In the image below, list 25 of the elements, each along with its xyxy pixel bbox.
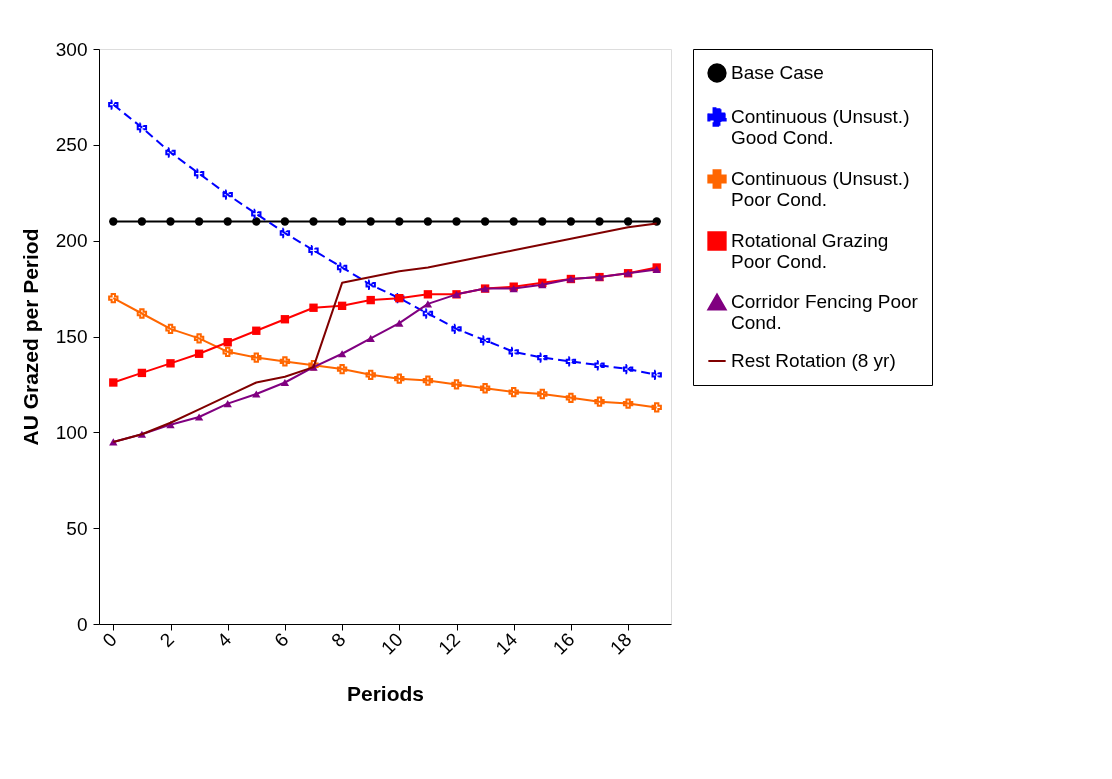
- legend-label: Rest Rotation (8 yr): [731, 350, 896, 371]
- legend-label: Continuous (Unsust.) Good Cond.: [731, 106, 910, 148]
- x-axis-title: Periods: [346, 681, 425, 705]
- y-tick-label: 300: [55, 38, 88, 60]
- y-tick-label: 0: [76, 613, 88, 635]
- legend-label: Rotational Grazing Poor Cond.: [731, 230, 889, 272]
- legend-label: Continuous (Unsust.) Poor Cond.: [731, 168, 910, 210]
- y-tick-label: 50: [66, 517, 88, 539]
- y-tick-label: 100: [55, 421, 88, 443]
- x-tick-label: 0: [98, 628, 121, 652]
- legend-label: Corridor Fencing Poor Cond.: [731, 291, 919, 333]
- y-tick-label: 200: [55, 230, 88, 252]
- x-tick-label: 18: [605, 628, 636, 659]
- x-tick-label: 4: [212, 628, 236, 652]
- legend-label: Base Case: [731, 62, 824, 83]
- y-tick-label: 150: [55, 326, 88, 347]
- x-tick-label: 6: [270, 628, 293, 652]
- x-tick-label: 14: [491, 628, 522, 659]
- x-tick-label: 8: [327, 628, 350, 652]
- x-tick-label: 2: [155, 628, 179, 652]
- x-tick-label: 10: [377, 628, 407, 659]
- y-axis-title: AU Grazed per Period: [18, 228, 42, 446]
- y-tick-label: 250: [55, 134, 88, 156]
- x-tick-label: 16: [548, 628, 579, 659]
- x-tick-label: 12: [434, 628, 465, 659]
